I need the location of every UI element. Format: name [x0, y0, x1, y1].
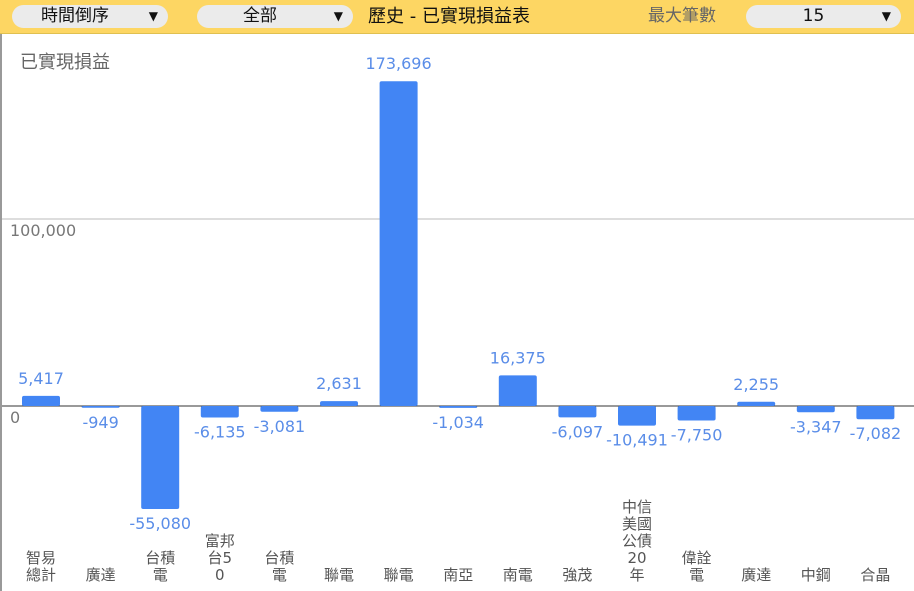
x-tick-label: 廣達: [741, 566, 771, 584]
bar: [737, 401, 776, 406]
max-count-label: 最大筆數: [648, 6, 716, 26]
sort-dropdown[interactable]: 時間倒序 ▼: [12, 5, 168, 28]
x-tick-label: 富邦台5 0: [205, 532, 235, 584]
bar: [558, 406, 597, 418]
data-label: -6,097: [552, 422, 604, 441]
data-label: 2,631: [316, 374, 362, 393]
data-label: -7,082: [850, 424, 902, 443]
toolbar: 時間倒序 ▼ 全部 ▼ 歷史 - 已實現損益表 最大筆數 15 ▼: [0, 0, 914, 34]
x-tick-label: 南電: [503, 566, 533, 584]
data-label: -1,034: [432, 413, 484, 432]
data-label: -7,750: [671, 425, 723, 444]
chevron-down-icon: ▼: [881, 9, 891, 23]
x-tick-label: 廣達: [86, 566, 116, 584]
bar: [796, 406, 835, 413]
data-label: -3,347: [790, 417, 842, 436]
bar: [856, 406, 895, 420]
bar: [141, 406, 180, 509]
x-tick-label: 聯電: [384, 566, 414, 584]
bar: [200, 406, 239, 418]
y-axis-title: 已實現損益: [20, 52, 110, 73]
data-label: -55,080: [129, 514, 191, 533]
sort-value: 時間倒序: [41, 6, 109, 26]
x-tick-label: 偉詮電: [682, 549, 712, 584]
chevron-down-icon: ▼: [333, 9, 343, 23]
filter-dropdown[interactable]: 全部 ▼: [197, 5, 353, 28]
data-label: -6,135: [194, 422, 246, 441]
x-tick-label: 合晶: [860, 566, 890, 584]
bar: [498, 375, 537, 406]
chart-area: [0, 34, 914, 591]
max-count-value: 15: [802, 6, 825, 26]
data-label: -949: [82, 413, 118, 432]
bar: [618, 406, 656, 426]
data-label: 173,696: [366, 54, 432, 73]
data-label: 16,375: [490, 348, 546, 367]
x-tick-label: 南亞: [443, 566, 473, 584]
bar: [320, 401, 358, 406]
x-tick-label: 強茂: [562, 566, 592, 584]
x-tick-label: 智易總計: [26, 549, 56, 584]
chevron-down-icon: ▼: [148, 9, 158, 23]
x-tick-label: 台積電: [264, 549, 294, 584]
y-tick-label: 100,000: [10, 221, 76, 240]
bar: [22, 395, 60, 406]
bar: [81, 406, 120, 408]
data-label: -10,491: [606, 431, 668, 450]
filter-value: 全部: [243, 6, 277, 26]
data-label: 2,255: [733, 375, 779, 394]
bar: [260, 406, 299, 412]
max-count-dropdown[interactable]: 15 ▼: [746, 5, 901, 28]
x-tick-label: 聯電: [324, 566, 354, 584]
y-tick-label: 0: [10, 408, 20, 427]
data-label: 5,417: [18, 369, 64, 388]
bar: [677, 406, 716, 421]
page-title: 歷史 - 已實現損益表: [368, 6, 530, 27]
bar: [379, 81, 418, 406]
x-tick-label: 中信美國公債 20 年: [622, 498, 652, 584]
x-tick-label: 台積電: [145, 549, 175, 584]
bar: [439, 406, 478, 408]
x-tick-label: 中鋼: [801, 566, 831, 584]
data-label: -3,081: [254, 417, 306, 436]
